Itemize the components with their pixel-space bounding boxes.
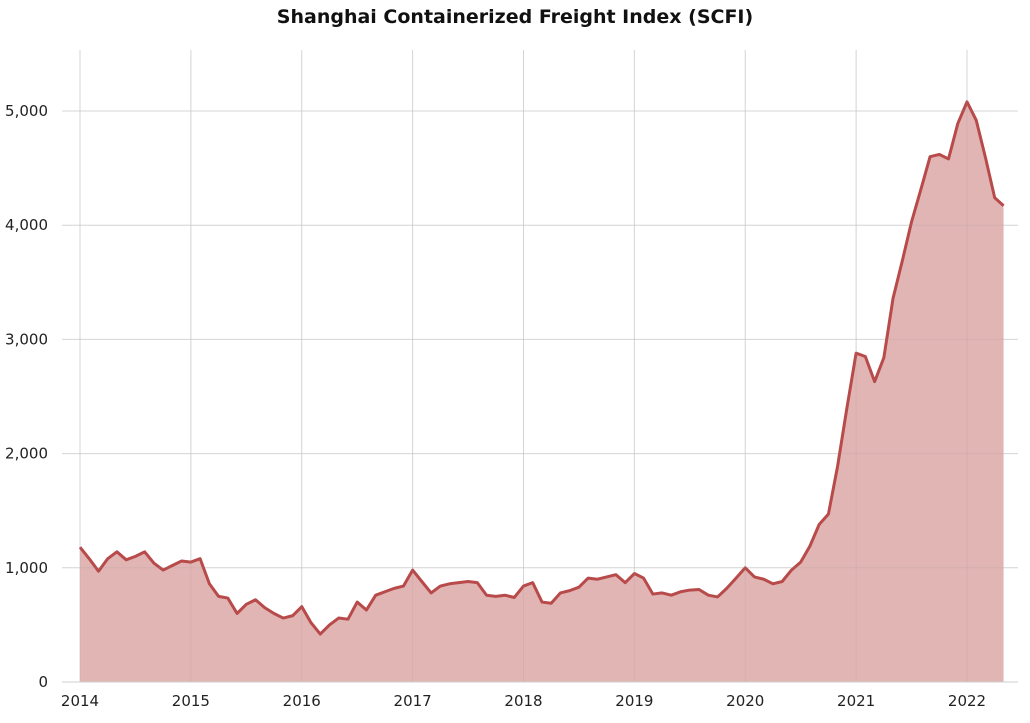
axes: 0 1,000 2,000 3,000 4,000 5,000 2014 2015 2016 20… (5, 102, 1018, 710)
series-area (80, 101, 1004, 683)
series-line (78, 100, 1005, 636)
y-tick-label: 2,000 (5, 445, 48, 463)
x-tick-label: 2020 (726, 692, 764, 710)
y-tick-label: 4,000 (5, 216, 48, 234)
x-tick-label: 2014 (61, 692, 99, 710)
chart-title: Shanghai Containerized Freight Index (SC… (276, 6, 754, 28)
plot-area (62, 50, 1018, 683)
x-tick-label: 2019 (615, 692, 653, 710)
y-tick-label: 1,000 (5, 559, 48, 577)
x-tick-label: 2017 (394, 692, 432, 710)
y-tick-label: 0 (38, 673, 48, 691)
x-tick-label: 2015 (172, 692, 210, 710)
y-tick-label: 5,000 (5, 102, 48, 120)
x-tick-label: 2016 (283, 692, 321, 710)
y-tick-label: 3,000 (5, 330, 48, 348)
x-tick-label: 2021 (837, 692, 875, 710)
x-tick-label: 2018 (504, 692, 542, 710)
x-tick-label: 2022 (948, 692, 986, 710)
